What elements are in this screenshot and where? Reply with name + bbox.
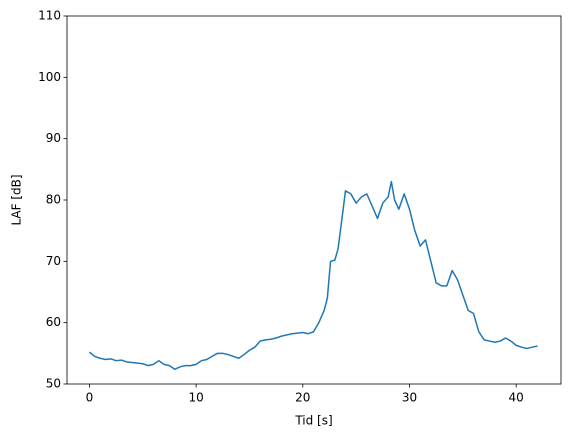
y-tick-label: 100: [38, 70, 61, 84]
x-tick-label: 40: [509, 391, 524, 405]
y-tick-label: 110: [38, 9, 61, 23]
plot-frame: [66, 15, 562, 385]
x-tick-label: 0: [86, 391, 94, 405]
y-tick-label: 80: [46, 193, 61, 207]
x-tick-label: 10: [188, 391, 203, 405]
x-tick-label: 30: [402, 391, 417, 405]
y-tick-label: 70: [46, 254, 61, 268]
data-line: [88, 180, 538, 371]
y-tick-label: 60: [46, 315, 61, 329]
x-tick-label: 20: [295, 391, 310, 405]
y-axis-label: LAF [dB]: [10, 174, 24, 225]
y-tick-label: 90: [46, 131, 61, 145]
x-axis-label: Tid [s]: [294, 414, 332, 428]
y-tick-label: 50: [46, 377, 61, 391]
